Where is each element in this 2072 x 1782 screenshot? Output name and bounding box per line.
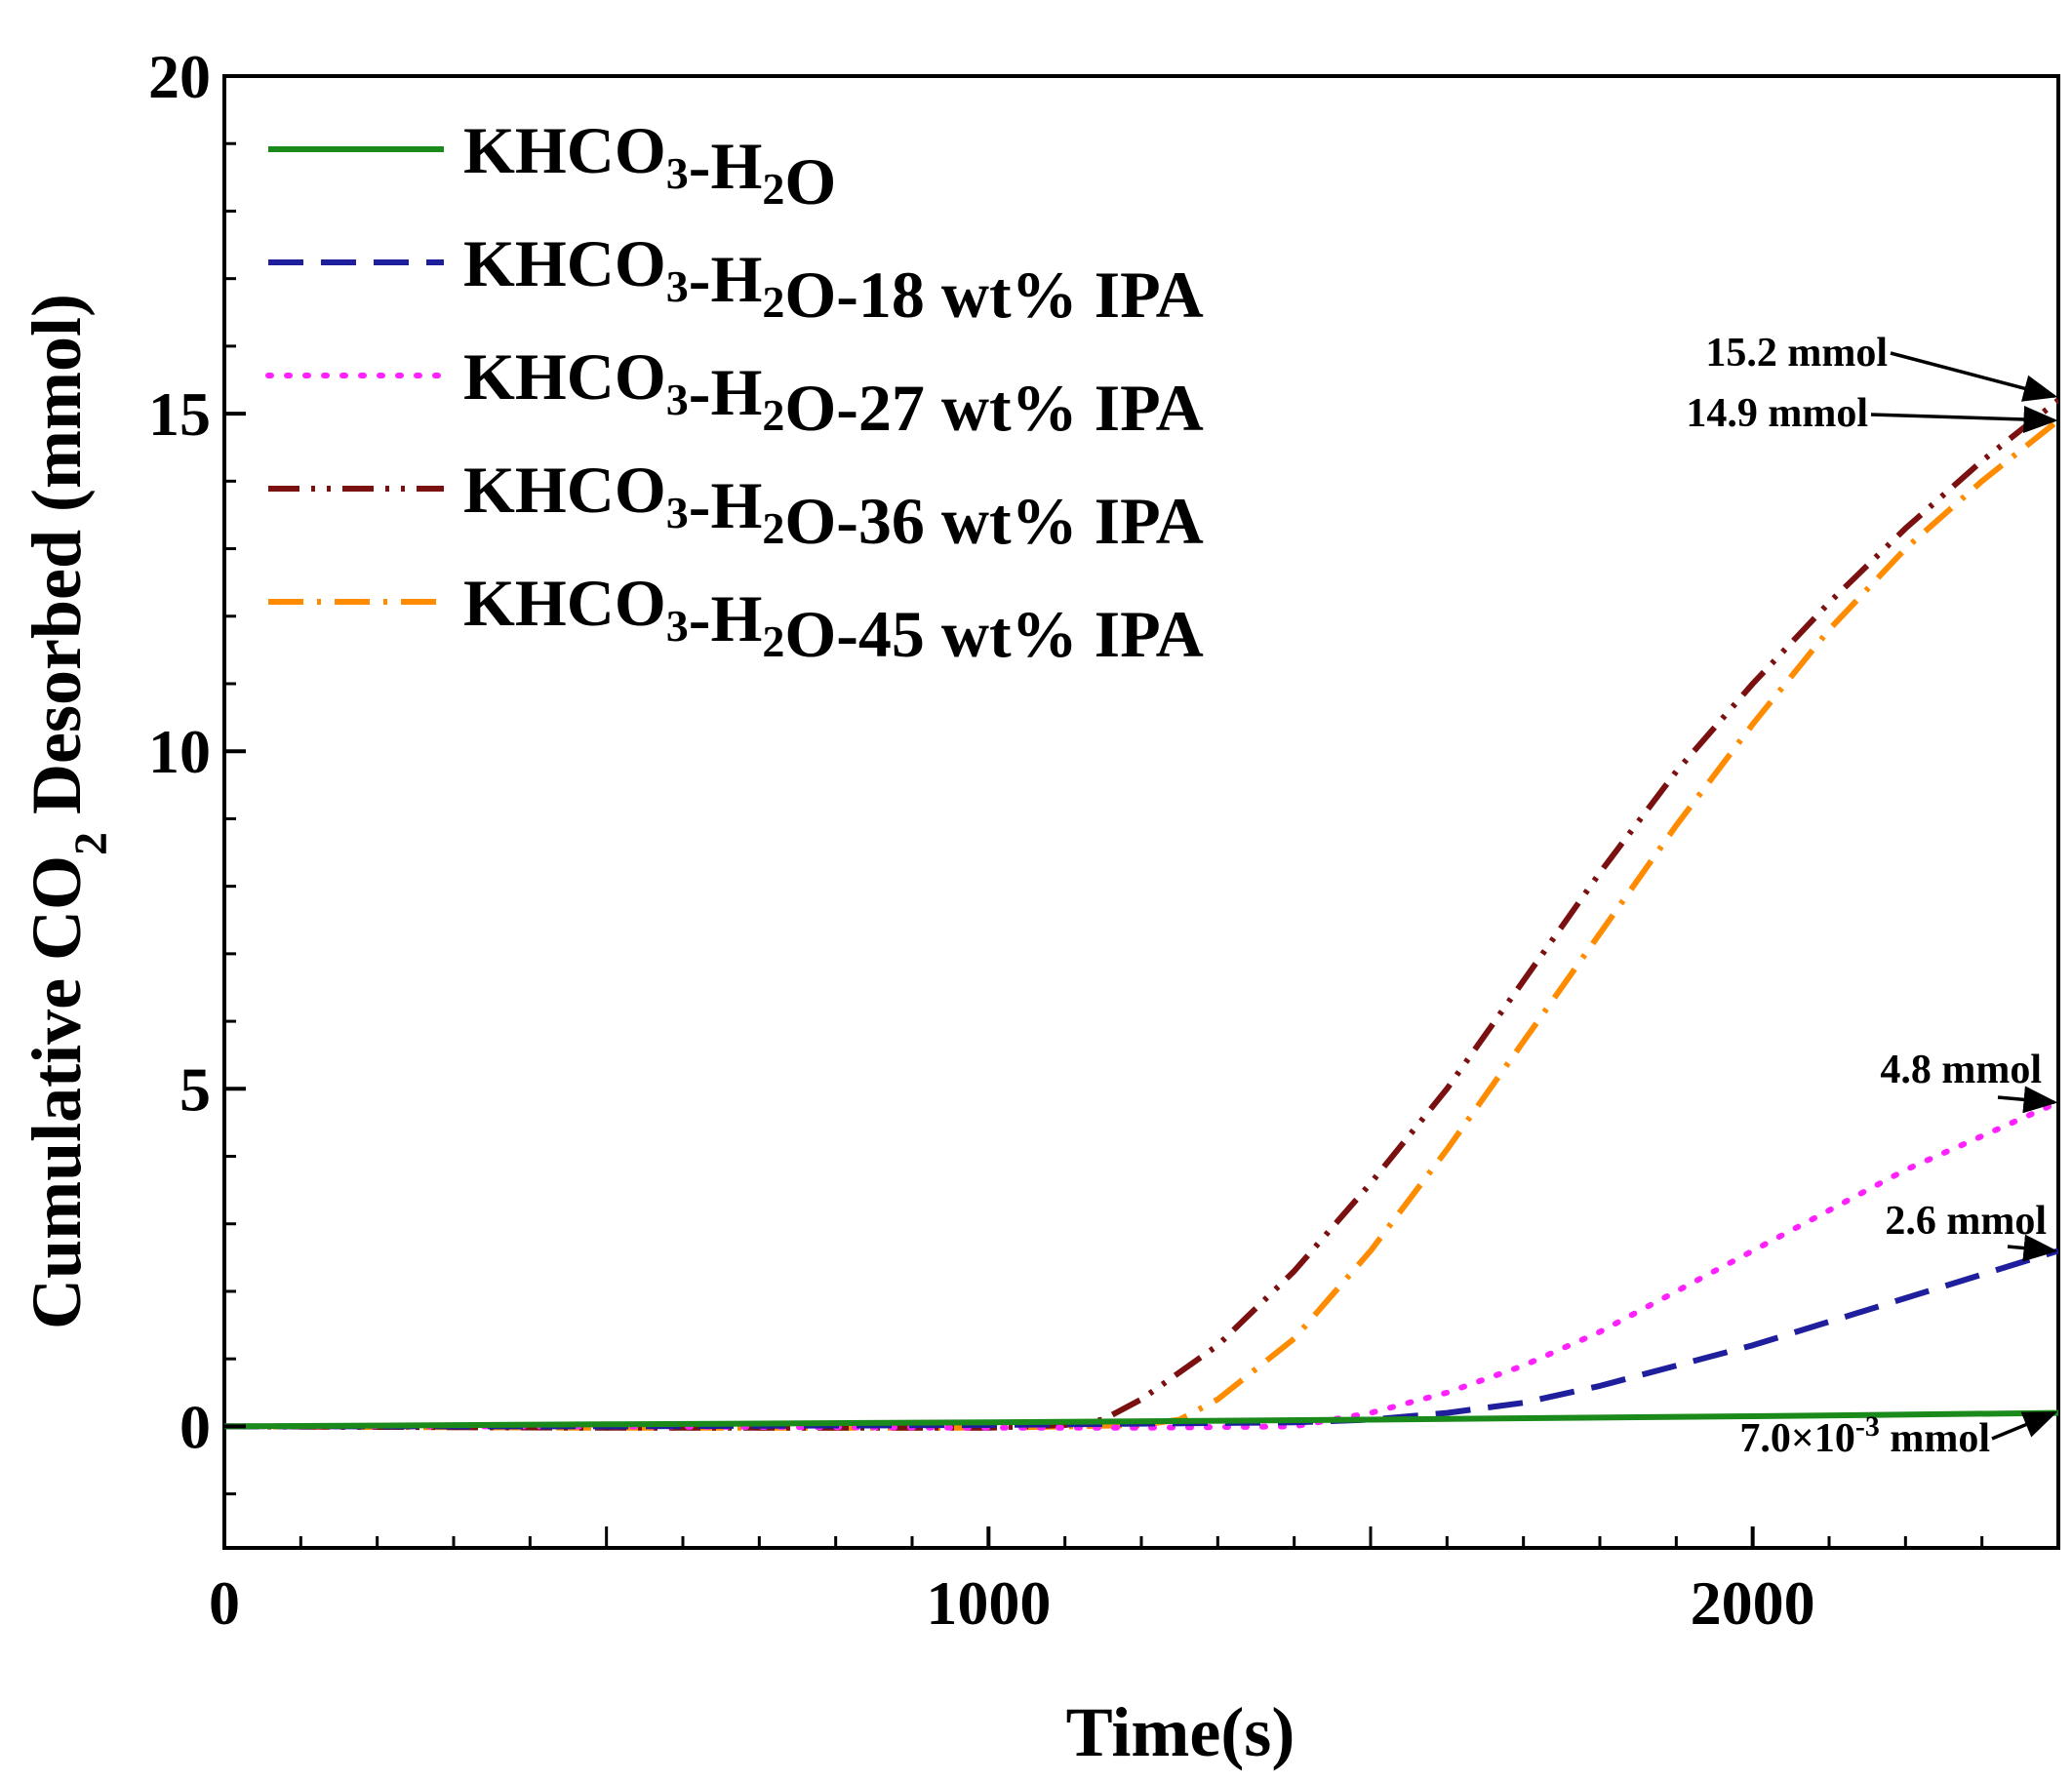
series-line-4 bbox=[224, 397, 2058, 1431]
y-tick-label: 20 bbox=[148, 42, 211, 111]
legend-label-2: KHCO3-H2O-18 wt% IPA bbox=[463, 226, 1204, 332]
x-tick-label: 1000 bbox=[926, 1568, 1051, 1638]
series-layer bbox=[224, 397, 2058, 1431]
ticks-layer bbox=[222, 74, 1984, 1548]
annotation-arrow-1 bbox=[1890, 351, 2058, 402]
annotation-label-1: 15.2 mmol bbox=[1705, 331, 1888, 376]
labels-layer: 0 1000 2000 0 5 10 15 20 bbox=[148, 42, 1815, 1638]
y-axis-title-main: Cumulative CO bbox=[18, 855, 96, 1329]
annotation-label-2: 14.9 mmol bbox=[1686, 391, 1868, 436]
annotation-label-4: 2.6 mmol bbox=[1885, 1199, 2047, 1244]
legend-label-5: KHCO3-H2O-45 wt% IPA bbox=[463, 566, 1204, 671]
annotation-arrow-2 bbox=[1870, 406, 2058, 434]
y-axis-title-unit: Desorbed (mmol) bbox=[18, 294, 96, 832]
x-tick-label: 2000 bbox=[1691, 1568, 1815, 1638]
legend-label-4: KHCO3-H2O-36 wt% IPA bbox=[463, 453, 1204, 558]
series-line-1 bbox=[224, 1409, 2058, 1430]
y-tick-label: 10 bbox=[148, 717, 211, 786]
y-tick-label: 15 bbox=[148, 379, 211, 449]
y-tick-label: 0 bbox=[179, 1392, 211, 1461]
annotations: 15.2 mmol 14.9 mmol 4.8 mmol 2.6 mmol 7.0×10… bbox=[1686, 331, 2058, 1461]
series-line-3 bbox=[224, 1099, 2058, 1431]
series-line-2 bbox=[224, 1247, 2058, 1430]
annotation-arrow-3 bbox=[1997, 1086, 2058, 1114]
x-axis-title: Time(s) bbox=[1066, 1693, 1295, 1771]
y-tick-label: 5 bbox=[179, 1054, 211, 1124]
annotation-label-3: 4.8 mmol bbox=[1880, 1048, 2042, 1092]
legend-label-3: KHCO3-H2O-27 wt% IPA bbox=[463, 339, 1204, 445]
y-axis-title-subscript: 2 bbox=[65, 832, 117, 855]
annotation-arrow-5 bbox=[1991, 1410, 2058, 1441]
annotation-arrow-4 bbox=[2007, 1234, 2058, 1262]
y-axis-title: Cumulative CO2 Desorbed (mmol) bbox=[18, 294, 117, 1329]
x-tick-label: 0 bbox=[209, 1568, 240, 1638]
annotation-label-5: 7.0×10-3 mmol bbox=[1739, 1410, 1990, 1461]
legend-label-1: KHCO3-H2O bbox=[463, 113, 836, 218]
